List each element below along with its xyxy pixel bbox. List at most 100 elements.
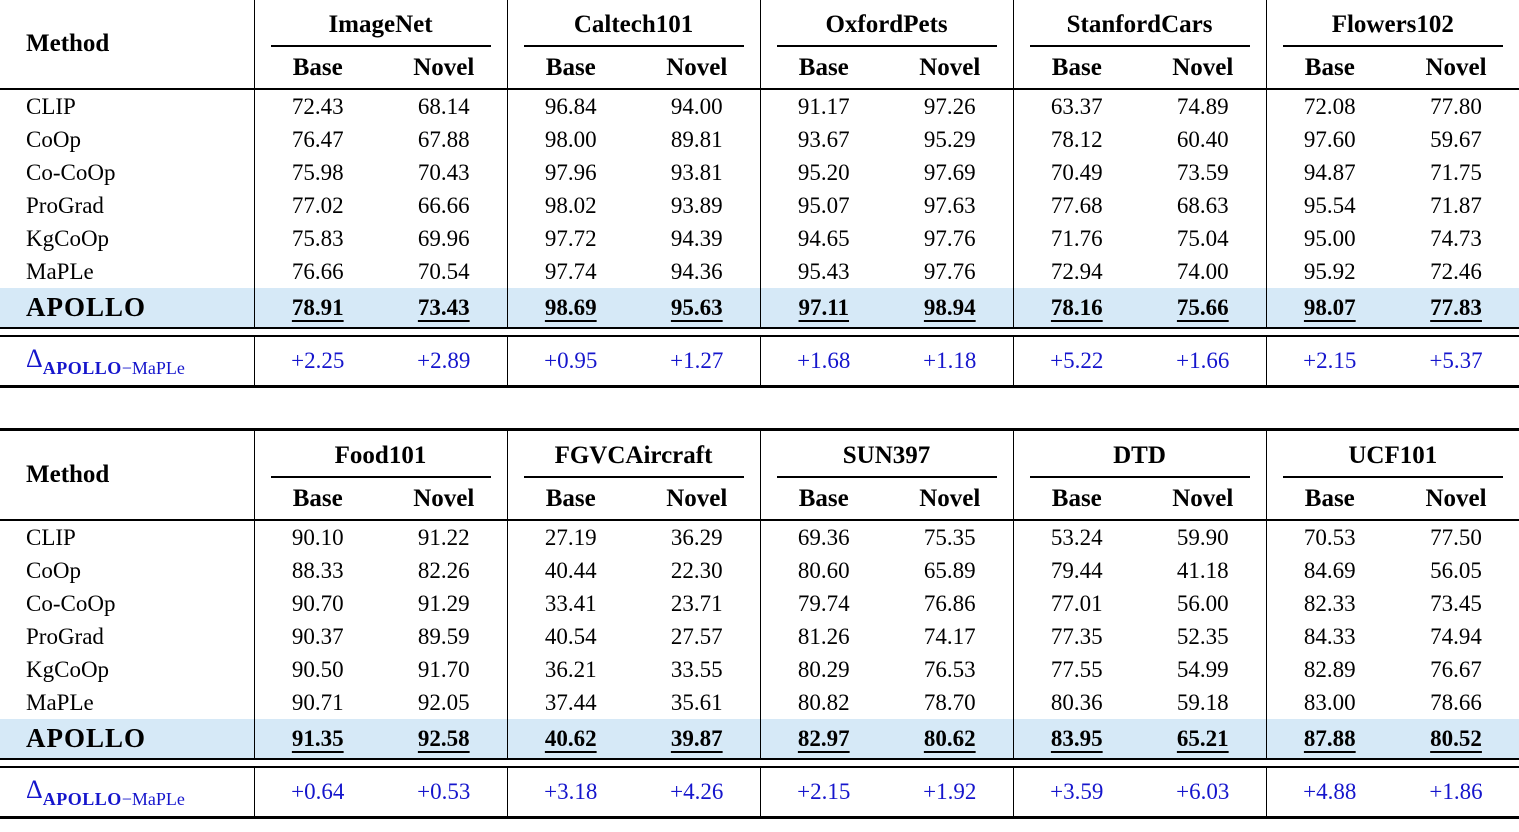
- delta-cell: +1.92: [887, 767, 1014, 819]
- score-cell: 95.20: [759, 156, 888, 189]
- score-cell: 76.47: [253, 123, 381, 156]
- score-cell: 92.05: [417, 689, 470, 715]
- method-row: ProGrad 90.37 89.59 40.54 27.57 81.26 74.17 77.…: [0, 620, 1519, 653]
- dataset-header-row: Method ImageNet Caltech101 OxfordPets Stanfo…: [0, 0, 1519, 90]
- score-cell: 71.76: [1012, 222, 1141, 255]
- method-row: CLIP 90.10 91.22 27.19 36.29 69.36 75.35 53.24 5…: [0, 520, 1519, 554]
- delta-row: ΔAPOLLO−MaPLe +2.25 +2.89 +0.95 +1.27 +1.68 +1…: [0, 336, 1519, 388]
- score-cell: 89.81: [670, 126, 723, 152]
- double-rule-spacer: [0, 327, 1519, 337]
- method-name: KgCoOp: [26, 656, 110, 682]
- score-cell: 94.36: [670, 258, 723, 284]
- base-column-header: Base: [759, 478, 887, 521]
- method-name: MaPLe: [26, 689, 94, 715]
- method-row: MaPLe 90.71 92.05 37.44 35.61 80.82 78.70 80.36…: [0, 686, 1519, 719]
- score-cell: 71.75: [1430, 159, 1482, 185]
- score-cell: 70.54: [417, 258, 470, 284]
- method-name: CoOp: [26, 126, 81, 152]
- score-cell: 36.21: [506, 653, 634, 686]
- score-cell: 40.54: [506, 620, 634, 653]
- novel-column-header: Novel: [1393, 478, 1519, 521]
- score-cell: 80.29: [759, 653, 887, 686]
- delta-cell: +0.64: [253, 767, 381, 819]
- score-cell: 73.43: [417, 294, 470, 320]
- score-cell: 59.18: [1176, 689, 1229, 715]
- score-cell: 82.89: [1265, 653, 1394, 686]
- method-row: CoOp 76.47 67.88 98.00 89.81 93.67 95.29 78.12 6…: [0, 123, 1519, 156]
- score-cell: 91.70: [417, 656, 470, 682]
- method-name: APOLLO: [26, 292, 147, 322]
- score-cell: 73.59: [1176, 159, 1229, 185]
- method-name: KgCoOp: [26, 225, 110, 251]
- dataset-header: UCF101: [1265, 428, 1519, 478]
- score-cell: 72.94: [1012, 255, 1141, 288]
- delta-cell: +2.15: [759, 767, 887, 819]
- base-novel-header-row: Base Novel Base Novel Base Novel Base Novel Base…: [0, 478, 1519, 521]
- score-cell: 68.14: [417, 93, 470, 119]
- method-name: Co-CoOp: [26, 590, 116, 616]
- score-cell: 69.96: [417, 225, 470, 251]
- score-cell: 60.40: [1176, 126, 1229, 152]
- score-cell: 93.81: [670, 159, 723, 185]
- dataset-header: FGVCAircraft: [506, 428, 760, 478]
- score-cell: 63.37: [1012, 89, 1141, 123]
- method-name: MaPLe: [26, 258, 94, 284]
- score-cell: 33.41: [506, 587, 634, 620]
- score-cell: 97.11: [759, 288, 888, 328]
- method-row: KgCoOp 90.50 91.70 36.21 33.55 80.29 76.53 77.5…: [0, 653, 1519, 686]
- score-cell: 79.74: [759, 587, 887, 620]
- score-cell: 90.70: [253, 587, 381, 620]
- score-cell: 37.44: [506, 686, 634, 719]
- score-cell: 82.26: [417, 557, 470, 583]
- score-cell: 77.68: [1012, 189, 1141, 222]
- delta-cell: +1.66: [1140, 336, 1267, 388]
- score-cell: 76.53: [923, 656, 976, 682]
- score-cell: 67.88: [417, 126, 470, 152]
- results-table-top: Method ImageNet Caltech101 OxfordPets Stanfo…: [0, 0, 1519, 388]
- score-cell: 59.90: [1176, 524, 1229, 550]
- delta-cell: +0.95: [506, 336, 635, 388]
- delta-row: ΔAPOLLO−MaPLe +0.64 +0.53 +3.18 +4.26 +2.15 +1…: [0, 767, 1519, 819]
- score-cell: 83.00: [1265, 686, 1394, 719]
- score-cell: 94.00: [670, 93, 723, 119]
- dataset-name: Caltech101: [523, 11, 744, 47]
- dataset-header: Flowers102: [1265, 0, 1519, 47]
- dataset-name: ImageNet: [270, 11, 491, 47]
- score-cell: 91.29: [417, 590, 470, 616]
- novel-column-header: Novel: [634, 478, 760, 521]
- score-cell: 75.98: [253, 156, 381, 189]
- score-cell: 97.69: [923, 159, 976, 185]
- dataset-name: UCF101: [1282, 442, 1504, 478]
- base-column-header: Base: [1265, 478, 1394, 521]
- score-cell: 74.94: [1430, 623, 1482, 649]
- delta-cell: +5.22: [1012, 336, 1141, 388]
- score-cell: 81.26: [759, 620, 887, 653]
- dataset-header: Food101: [253, 428, 507, 478]
- dataset-header: StanfordCars: [1012, 0, 1267, 47]
- score-cell: 95.54: [1265, 189, 1394, 222]
- score-cell: 72.43: [253, 89, 381, 123]
- score-cell: 77.50: [1430, 524, 1482, 550]
- double-rule: [0, 758, 1519, 768]
- score-cell: 97.96: [506, 156, 635, 189]
- dataset-header: ImageNet: [253, 0, 508, 47]
- score-cell: 88.33: [253, 554, 381, 587]
- base-column-header: Base: [506, 478, 634, 521]
- novel-column-header: Novel: [887, 478, 1014, 521]
- score-cell: 87.88: [1265, 719, 1394, 759]
- score-cell: 70.49: [1012, 156, 1141, 189]
- score-cell: 82.33: [1265, 587, 1394, 620]
- method-row: ProGrad 77.02 66.66 98.02 93.89 95.07 97.63 77.…: [0, 189, 1519, 222]
- base-column-header: Base: [253, 478, 381, 521]
- method-row: Co-CoOp 75.98 70.43 97.96 93.81 95.20 97.69 70.…: [0, 156, 1519, 189]
- score-cell: 91.22: [417, 524, 470, 550]
- score-cell: 95.07: [759, 189, 888, 222]
- score-cell: 82.97: [759, 719, 887, 759]
- score-cell: 96.84: [506, 89, 635, 123]
- score-cell: 90.50: [253, 653, 381, 686]
- score-cell: 93.89: [670, 192, 723, 218]
- score-cell: 94.39: [670, 225, 723, 251]
- method-row: Co-CoOp 90.70 91.29 33.41 23.71 79.74 76.86 77.…: [0, 587, 1519, 620]
- score-cell: 39.87: [670, 725, 723, 751]
